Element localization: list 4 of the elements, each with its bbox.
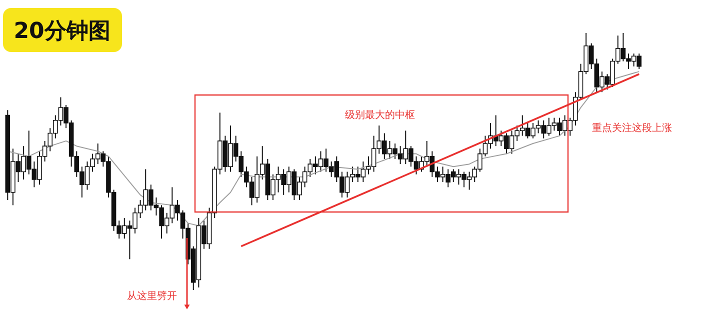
- chart-title: 20分钟图: [14, 19, 110, 44]
- text: 从这里劈开: [127, 290, 177, 302]
- annotation: 级别最大的中枢: [345, 109, 415, 121]
- annotation: 重点关注这段上涨: [592, 122, 672, 134]
